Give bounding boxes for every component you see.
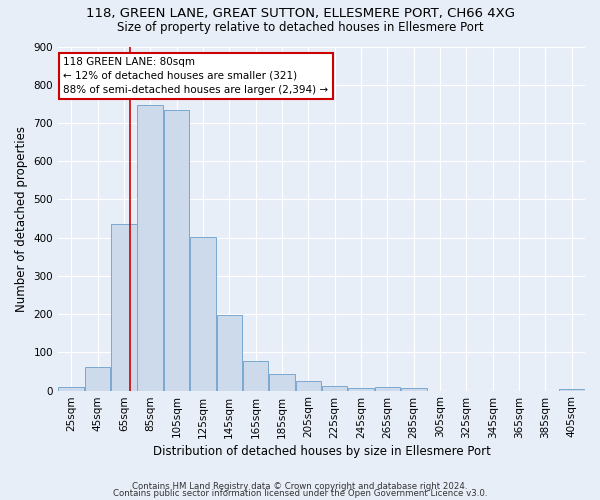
Bar xyxy=(559,388,584,390)
Text: Contains public sector information licensed under the Open Government Licence v3: Contains public sector information licen… xyxy=(113,488,487,498)
Bar xyxy=(111,224,137,390)
Bar xyxy=(137,104,163,391)
Text: Contains HM Land Registry data © Crown copyright and database right 2024.: Contains HM Land Registry data © Crown c… xyxy=(132,482,468,491)
Bar xyxy=(269,374,295,390)
Bar xyxy=(85,367,110,390)
Text: 118 GREEN LANE: 80sqm
← 12% of detached houses are smaller (321)
88% of semi-det: 118 GREEN LANE: 80sqm ← 12% of detached … xyxy=(64,57,328,95)
Text: 118, GREEN LANE, GREAT SUTTON, ELLESMERE PORT, CH66 4XG: 118, GREEN LANE, GREAT SUTTON, ELLESMERE… xyxy=(86,8,515,20)
Bar xyxy=(190,236,216,390)
Bar xyxy=(164,110,190,390)
Bar xyxy=(58,386,84,390)
Bar xyxy=(296,381,321,390)
Bar xyxy=(374,386,400,390)
Bar xyxy=(243,361,268,390)
Bar xyxy=(217,315,242,390)
Bar xyxy=(401,388,427,390)
Bar xyxy=(348,388,374,390)
X-axis label: Distribution of detached houses by size in Ellesmere Port: Distribution of detached houses by size … xyxy=(152,444,490,458)
Text: Size of property relative to detached houses in Ellesmere Port: Size of property relative to detached ho… xyxy=(116,21,484,34)
Bar xyxy=(322,386,347,390)
Y-axis label: Number of detached properties: Number of detached properties xyxy=(15,126,28,312)
